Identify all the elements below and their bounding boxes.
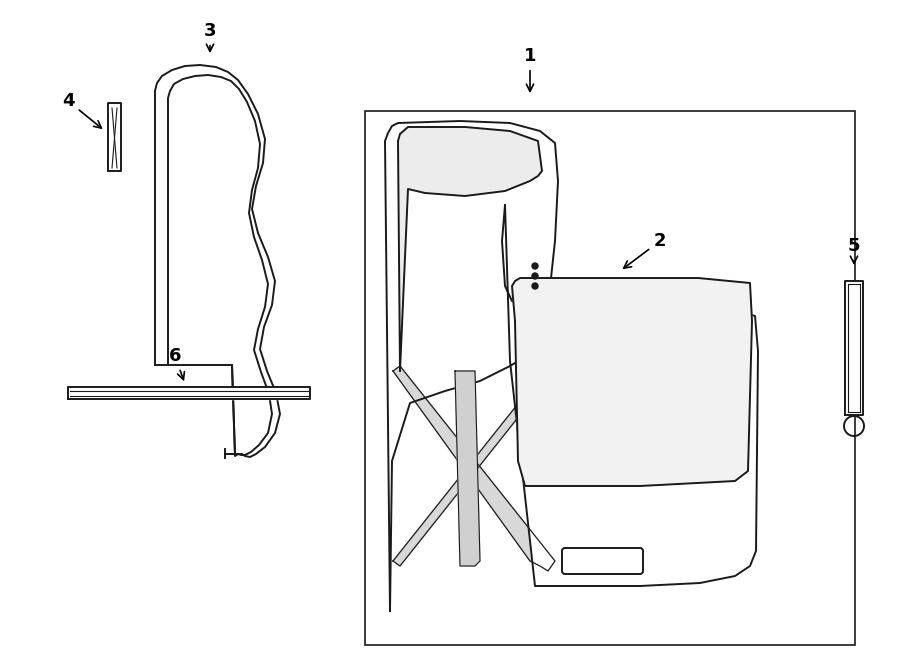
Circle shape	[532, 283, 538, 289]
Polygon shape	[393, 366, 555, 566]
Circle shape	[532, 273, 538, 279]
Text: 1: 1	[524, 47, 536, 91]
Text: 5: 5	[848, 237, 860, 263]
Text: 6: 6	[169, 347, 184, 379]
Text: 2: 2	[624, 232, 666, 268]
Polygon shape	[455, 371, 480, 566]
Polygon shape	[845, 281, 863, 415]
Polygon shape	[502, 205, 758, 586]
Text: 3: 3	[203, 22, 216, 52]
Bar	[365, 111, 855, 645]
Polygon shape	[398, 127, 542, 371]
Polygon shape	[108, 103, 121, 171]
Polygon shape	[512, 278, 752, 486]
Text: 4: 4	[62, 92, 102, 128]
Polygon shape	[393, 366, 555, 571]
Polygon shape	[68, 387, 310, 399]
Polygon shape	[385, 121, 558, 611]
Circle shape	[532, 263, 538, 269]
FancyBboxPatch shape	[562, 548, 643, 574]
